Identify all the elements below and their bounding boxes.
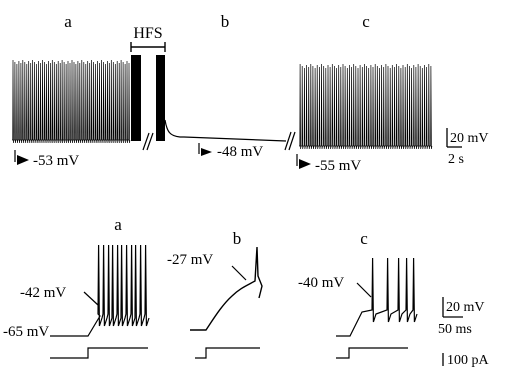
hfs-label: HFS (133, 25, 162, 42)
panel-label-a: a (114, 215, 122, 234)
potential-marker-a (14, 150, 29, 165)
potential-c: -55 mV (315, 158, 361, 174)
current-step-a (50, 347, 148, 359)
hfs-bracket (130, 42, 166, 52)
bottom-scalebar (442, 297, 463, 366)
segment-label-c: c (362, 12, 370, 31)
potential-a: -53 mV (33, 153, 79, 169)
spike-train-c (299, 63, 433, 150)
threshold-arrow-c (356, 282, 372, 298)
time-break-1 (142, 132, 154, 151)
segment-label-a: a (64, 12, 72, 31)
top-scalebar (446, 128, 462, 148)
potential-marker-c (296, 154, 311, 169)
trace-b-burst (190, 246, 263, 331)
bottom-scalebar-voltage: 20 mV (446, 300, 485, 315)
hfs-block-2 (156, 55, 165, 141)
burst-trace-a (50, 244, 150, 337)
panel-label-c: c (360, 229, 368, 248)
time-break-2 (284, 131, 296, 151)
spike-train-a (12, 59, 131, 144)
hfs-block-1 (131, 55, 141, 141)
potential-marker-b (198, 143, 212, 156)
top-scalebar-voltage: 20 mV (450, 131, 489, 146)
threshold-arrow-b (231, 265, 247, 281)
segment-label-b: b (221, 12, 230, 31)
threshold-b: -27 mV (167, 252, 213, 268)
threshold-arrow-a (83, 291, 99, 306)
potential-b: -48 mV (217, 144, 263, 160)
threshold-c: -40 mV (298, 275, 344, 291)
burst-trace-c (336, 257, 418, 337)
resting-a: -65 mV (3, 324, 49, 340)
top-scalebar-time: 2 s (448, 152, 464, 167)
bottom-scalebar-time: 50 ms (438, 322, 472, 337)
current-step-c (336, 347, 408, 359)
bottom-scalebar-current: 100 pA (447, 353, 490, 367)
threshold-a: -42 mV (20, 285, 66, 301)
current-step-b (195, 347, 260, 359)
panel-label-b: b (233, 229, 242, 248)
trace-b (164, 119, 287, 142)
